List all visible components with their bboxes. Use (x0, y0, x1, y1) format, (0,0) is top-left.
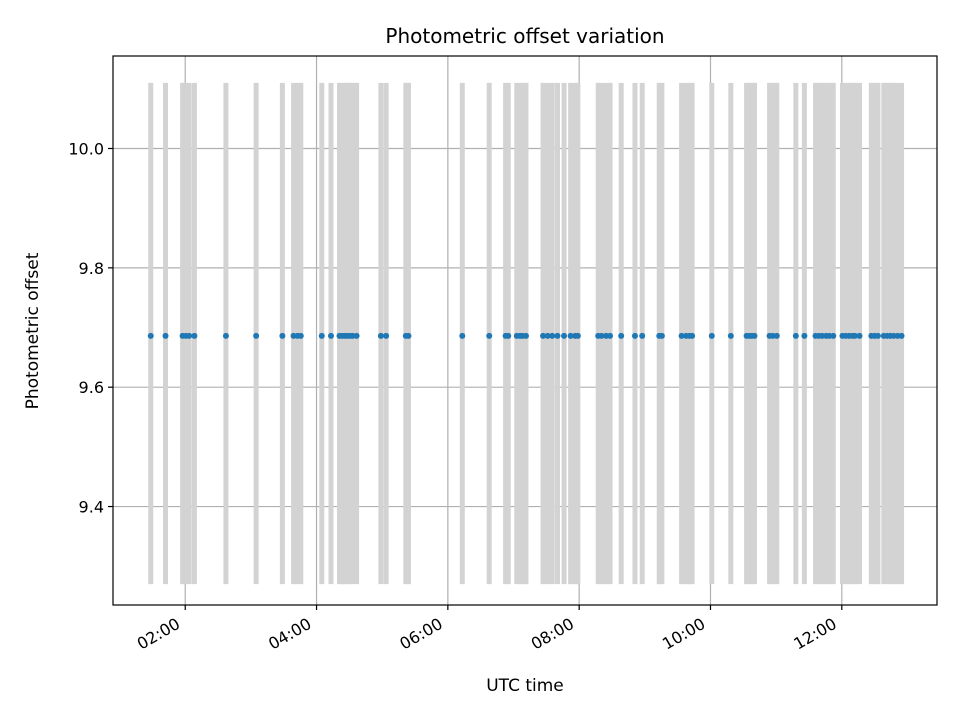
x-axis-label: UTC time (486, 676, 564, 696)
data-point (383, 332, 390, 339)
data-point (186, 332, 193, 339)
data-point (279, 332, 286, 339)
data-point (162, 332, 169, 339)
y-tick-label: 9.4 (79, 498, 104, 517)
data-point (147, 332, 154, 339)
data-point (658, 332, 665, 339)
y-tick-label: 9.8 (79, 259, 104, 278)
data-point (678, 332, 685, 339)
data-point (540, 332, 547, 339)
plot-frame (112, 55, 938, 606)
data-point (318, 332, 325, 339)
data-point (405, 332, 412, 339)
data-point (567, 332, 574, 339)
data-point (377, 332, 384, 339)
data-point (751, 332, 758, 339)
data-point (486, 332, 493, 339)
data-point (459, 332, 466, 339)
data-point (874, 332, 881, 339)
data-point (554, 332, 561, 339)
data-point (851, 332, 858, 339)
data-point (830, 332, 837, 339)
data-point (191, 332, 198, 339)
data-point (618, 332, 625, 339)
data-points (147, 332, 905, 339)
y-axis-ticks: 9.4 9.6 9.8 10.0 (68, 139, 113, 517)
data-point (222, 332, 229, 339)
data-point (522, 332, 529, 339)
data-point (792, 332, 799, 339)
data-point (253, 332, 260, 339)
y-tick-label: 9.6 (79, 378, 104, 397)
data-point (856, 332, 863, 339)
data-point (801, 332, 808, 339)
data-point (639, 332, 646, 339)
data-point (505, 332, 512, 339)
data-point (898, 332, 905, 339)
data-point (544, 332, 551, 339)
data-point (631, 332, 638, 339)
chart-title: Photometric offset variation (385, 24, 664, 48)
data-point (689, 332, 696, 339)
data-point (561, 332, 568, 339)
data-point (297, 332, 304, 339)
data-point (708, 332, 715, 339)
data-point (353, 332, 360, 339)
data-point (598, 332, 605, 339)
y-axis-label: Photometric offset (23, 252, 43, 409)
data-point (549, 332, 556, 339)
data-point (574, 332, 581, 339)
y-tick-label: 10.0 (68, 139, 104, 158)
data-point (727, 332, 734, 339)
data-point (327, 332, 334, 339)
data-point (607, 332, 614, 339)
data-point (773, 332, 780, 339)
